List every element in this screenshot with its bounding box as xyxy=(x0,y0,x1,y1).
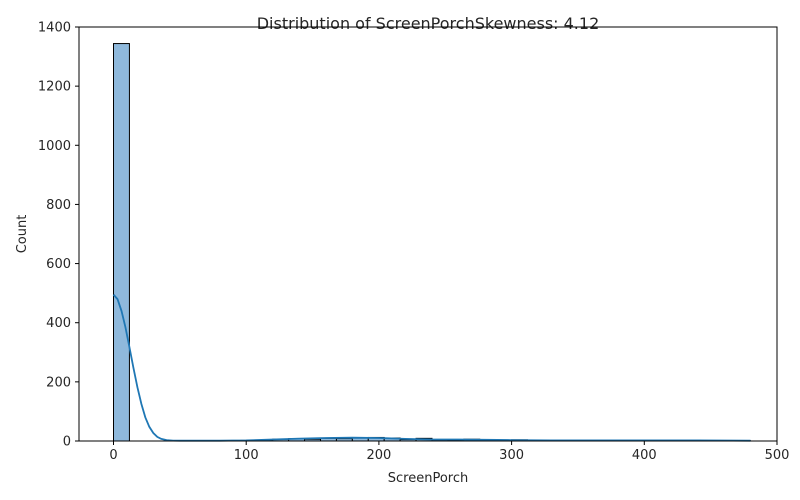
x-tick-label: 500 xyxy=(765,448,790,463)
plot-frame xyxy=(78,26,778,442)
y-tick-label: 200 xyxy=(46,375,71,390)
kde-curve xyxy=(112,294,751,442)
x-tick-label: 100 xyxy=(234,448,259,463)
y-axis-label: Count xyxy=(15,215,30,254)
y-tick-label: 1400 xyxy=(38,21,71,36)
y-tick-label: 1200 xyxy=(38,80,71,95)
x-tick-label: 0 xyxy=(109,448,117,463)
y-tick-label: 1000 xyxy=(38,139,71,154)
y-tick-label: 400 xyxy=(46,316,71,331)
x-tick-label: 200 xyxy=(366,448,391,463)
x-axis-label: ScreenPorch xyxy=(388,471,468,486)
x-tick-label: 300 xyxy=(499,448,524,463)
chart-title: Distribution of ScreenPorchSkewness: 4.1… xyxy=(257,14,600,33)
histogram-bars xyxy=(113,43,751,442)
histogram-bar xyxy=(113,43,130,442)
y-tick-label: 0 xyxy=(63,435,71,450)
y-tick-label: 600 xyxy=(46,257,71,272)
x-axis: 0 100 200 300 400 500 xyxy=(109,441,789,463)
x-tick-label: 400 xyxy=(632,448,657,463)
y-tick-label: 800 xyxy=(46,198,71,213)
y-axis: 0 200 400 600 800 1000 1200 1400 xyxy=(38,21,79,450)
